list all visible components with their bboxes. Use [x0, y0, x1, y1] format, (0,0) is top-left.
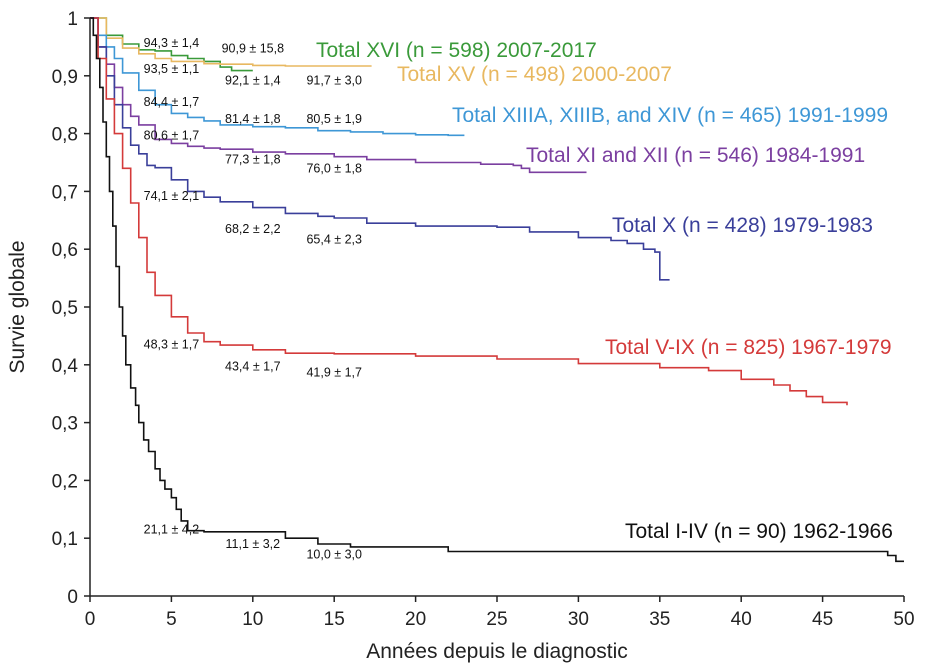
y-tick-label: 0,7: [52, 182, 78, 203]
y-tick-label: 0,1: [52, 529, 78, 550]
survival-estimate-label: 90,9 ± 15,8: [222, 42, 285, 56]
survival-estimate-label: 76,0 ± 1,8: [306, 161, 362, 175]
survival-curve-6: [90, 17, 904, 563]
y-ticks: 0 0,1 0,2 0,3 0,4 0,5 0,6 0,7 0,8 0,9 1: [52, 9, 90, 608]
y-tick-label: 1: [67, 9, 78, 30]
x-tick-label: 10: [242, 609, 263, 630]
survival-estimate-label: 48,3 ± 1,7: [144, 338, 200, 352]
legend-label-xi-xii: Total XI and XII (n = 546) 1984-1991: [526, 144, 865, 167]
survival-estimate-label: 41,9 ± 1,7: [306, 365, 362, 379]
survival-curve-4: [90, 17, 670, 281]
survival-curve-1: [90, 17, 372, 67]
legend-label-xiii-xiv: Total XIIIA, XIIIB, and XIV (n = 465) 19…: [452, 104, 888, 127]
x-axis-title: Années depuis le diagnostic: [366, 640, 628, 663]
y-tick-label: 0,8: [52, 125, 78, 146]
x-tick-label: 30: [568, 609, 589, 630]
survival-estimate-label: 21,1 ± 4,2: [144, 523, 200, 537]
y-tick-label: 0,9: [52, 67, 78, 88]
x-tick-label: 5: [166, 609, 177, 630]
series-lines: [90, 17, 904, 563]
survival-curve-2: [90, 17, 465, 137]
survival-curve-5: [90, 17, 848, 406]
legend-label-x: Total X (n = 428) 1979-1983: [612, 214, 873, 237]
x-tick-label: 45: [812, 609, 833, 630]
survival-estimate-label: 93,5 ± 1,1: [144, 62, 200, 76]
x-tick-label: 15: [324, 609, 345, 630]
survival-estimate-label: 74,1 ± 2,1: [144, 189, 200, 203]
survival-estimate-label: 11,1 ± 3,2: [226, 537, 281, 551]
y-tick-label: 0,6: [52, 240, 78, 261]
survival-estimate-label: 92,1 ± 1,4: [225, 73, 281, 87]
legend-label-v-ix: Total V-IX (n = 825) 1967-1979: [605, 336, 892, 359]
legend-labels: Total XVI (n = 598) 2007-2017 Total XV (…: [316, 39, 893, 543]
survival-estimate-label: 65,4 ± 2,3: [306, 232, 362, 246]
x-tick-label: 35: [649, 609, 670, 630]
survival-estimate-label: 68,2 ± 2,2: [225, 222, 281, 236]
y-tick-label: 0,2: [52, 471, 78, 492]
x-tick-label: 0: [85, 609, 96, 630]
legend-label-xv: Total XV (n = 498) 2000-2007: [397, 63, 672, 86]
legend-label-xvi: Total XVI (n = 598) 2007-2017: [316, 39, 597, 62]
survival-estimate-label: 91,7 ± 3,0: [306, 73, 362, 87]
x-tick-label: 25: [486, 609, 507, 630]
x-ticks: 0 5 10 15 20 25 30 35 40 45 50: [85, 596, 915, 630]
survival-estimate-label: 77,3 ± 1,8: [225, 153, 281, 167]
survival-estimate-label: 80,5 ± 1,9: [306, 112, 362, 126]
survival-annotations: 94,3 ± 1,4 90,9 ± 15,8 93,5 ± 1,1 92,1 ± 1,…: [144, 36, 362, 562]
survival-estimate-label: 80,6 ± 1,7: [144, 128, 200, 142]
survival-estimate-label: 84,4 ± 1,7: [144, 95, 200, 109]
x-tick-label: 40: [731, 609, 752, 630]
survival-estimate-label: 94,3 ± 1,4: [144, 36, 200, 50]
y-tick-label: 0: [67, 587, 78, 608]
y-tick-label: 0,5: [52, 298, 78, 319]
survival-estimate-label: 10,0 ± 3,0: [306, 547, 362, 561]
y-tick-label: 0,3: [52, 414, 78, 435]
y-tick-label: 0,4: [52, 356, 79, 377]
x-tick-label: 20: [405, 609, 426, 630]
legend-label-i-iv: Total I-IV (n = 90) 1962-1966: [625, 520, 893, 543]
y-axis-title: Survie globale: [6, 240, 29, 373]
survival-curve-3: [90, 17, 587, 174]
survival-estimate-label: 81,4 ± 1,8: [225, 112, 281, 126]
x-tick-label: 50: [893, 609, 914, 630]
survival-estimate-label: 43,4 ± 1,7: [225, 360, 281, 374]
